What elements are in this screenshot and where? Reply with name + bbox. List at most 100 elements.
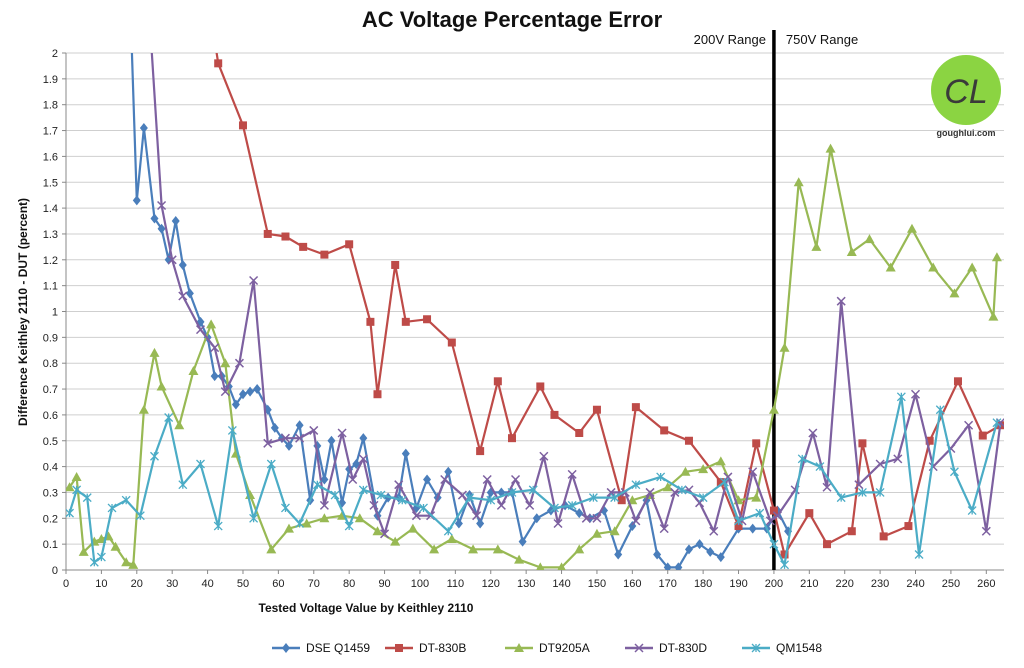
data-point (295, 420, 304, 431)
data-point (443, 526, 453, 536)
data-point (312, 480, 322, 490)
data-point (528, 485, 538, 495)
legend-label: QM1548 (776, 641, 822, 655)
data-point (238, 389, 247, 400)
data-point (372, 526, 383, 536)
data-point (149, 347, 160, 357)
data-point (684, 436, 693, 445)
x-tick-label: 110 (447, 578, 465, 590)
x-tick-label: 170 (659, 578, 677, 590)
series-line (68, 395, 998, 566)
data-point (769, 506, 778, 515)
data-point (988, 311, 999, 321)
data-point (320, 474, 329, 485)
data-point (631, 403, 640, 412)
data-point (132, 195, 141, 206)
data-point (514, 643, 524, 652)
data-point (139, 122, 148, 133)
data-point (518, 536, 527, 547)
data-point (319, 513, 330, 523)
data-point (906, 223, 917, 233)
data-point (822, 482, 832, 492)
data-point (928, 262, 939, 272)
data-point (935, 405, 945, 415)
data-point (121, 557, 132, 567)
data-point (706, 546, 715, 557)
data-point (680, 466, 691, 476)
y-tick-label: 1.5 (43, 177, 58, 189)
data-point (214, 59, 223, 68)
data-point (606, 487, 616, 497)
data-point (609, 526, 620, 536)
x-tick-label: 250 (942, 578, 960, 590)
data-point (631, 516, 641, 526)
data-point (150, 213, 159, 224)
data-point (231, 399, 240, 410)
legend-label: DSE Q1459 (306, 641, 370, 655)
data-point (299, 242, 308, 251)
data-point (772, 511, 782, 521)
data-point (423, 315, 432, 324)
y-tick-label: 1.6 (43, 151, 58, 163)
data-point (660, 426, 669, 435)
data-point (468, 544, 479, 554)
data-point (327, 435, 336, 446)
y-tick-label: 1.1 (43, 281, 58, 293)
y-tick-label: 0 (52, 565, 58, 577)
data-point (348, 474, 358, 485)
y-tick-label: 0.1 (43, 539, 58, 551)
data-point (354, 513, 365, 523)
data-point (178, 480, 188, 490)
logo-text: goughlui.com (937, 128, 996, 138)
data-point (765, 516, 775, 526)
data-point (885, 262, 896, 272)
data-point (390, 536, 401, 546)
data-point (536, 382, 545, 391)
data-point (263, 438, 273, 448)
data-point (610, 493, 620, 503)
data-point (447, 338, 456, 347)
data-point (178, 259, 187, 270)
data-point (283, 523, 294, 533)
data-point (482, 474, 492, 485)
data-point (253, 384, 262, 395)
data-point (805, 509, 814, 518)
data-point (301, 518, 312, 528)
data-point (71, 471, 82, 481)
data-point (337, 428, 347, 438)
data-point (663, 562, 672, 570)
data-point (266, 544, 277, 554)
data-point (89, 557, 99, 567)
data-point (815, 462, 825, 472)
x-tick-label: 160 (623, 578, 641, 590)
data-point (395, 644, 403, 652)
data-point (401, 448, 410, 459)
data-point (698, 493, 708, 503)
data-point (358, 454, 368, 464)
data-point (344, 521, 354, 531)
data-point (249, 513, 259, 523)
x-tick-label: 20 (131, 578, 143, 590)
data-point (698, 464, 709, 474)
data-point (174, 420, 185, 430)
y-tick-label: 0.5 (43, 436, 58, 448)
data-point (695, 539, 704, 550)
x-tick-label: 240 (906, 578, 924, 590)
series-dt-830d (150, 53, 1004, 539)
data-point (550, 503, 559, 513)
data-point (282, 643, 290, 653)
data-point (567, 500, 577, 510)
legend-item-dt-830d: DT-830D (625, 641, 707, 655)
data-point (472, 511, 482, 521)
data-point (953, 377, 962, 386)
data-point (904, 522, 913, 531)
data-point (319, 500, 329, 510)
data-point (369, 500, 379, 510)
x-tick-label: 150 (588, 578, 606, 590)
y-tick-label: 0.3 (43, 487, 58, 499)
data-point (359, 433, 368, 444)
y-axis-title: Difference Keithley 2110 - DUT (percent) (16, 198, 30, 426)
y-tick-label: 1.4 (43, 203, 58, 215)
y-tick-label: 1.8 (43, 100, 58, 112)
data-point (780, 550, 789, 559)
